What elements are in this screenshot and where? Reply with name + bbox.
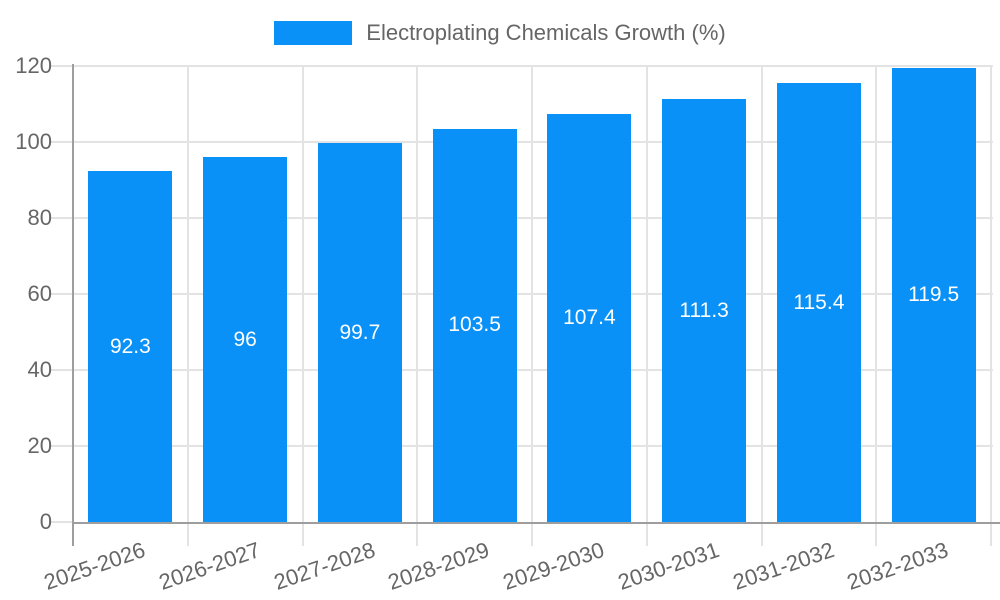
- x-grid-line: [645, 66, 648, 522]
- bar-value-label: 119.5: [908, 282, 960, 306]
- legend-swatch: [274, 21, 353, 45]
- y-grid-line: [73, 369, 993, 371]
- legend-label: Electroplating Chemicals Growth (%): [366, 20, 726, 45]
- y-tick-label: 100: [15, 129, 52, 154]
- x-tick-label: 2030-2031: [614, 537, 723, 595]
- bar[interactable]: [203, 157, 288, 522]
- x-tick-label: 2026-2027: [155, 537, 264, 595]
- bar-value-label: 111.3: [679, 298, 729, 322]
- legend[interactable]: Electroplating Chemicals Growth (%): [0, 16, 1000, 50]
- bar-value-label: 115.4: [793, 290, 845, 314]
- y-grid-line: [73, 445, 993, 447]
- y-tick-label: 80: [27, 205, 52, 230]
- x-grid-line: [875, 66, 878, 522]
- x-axis-tick: [531, 522, 533, 546]
- x-axis-tick: [645, 522, 648, 546]
- x-grid-line: [760, 66, 763, 522]
- x-axis-line: [72, 522, 1000, 524]
- bar-value-label: 92.3: [109, 334, 151, 358]
- y-tick-label: 40: [27, 357, 52, 382]
- y-tick-label: 20: [27, 433, 52, 458]
- x-grid-line: [301, 66, 304, 522]
- y-axis-line: [72, 64, 74, 544]
- bar[interactable]: [432, 128, 517, 522]
- x-axis-tick: [760, 522, 763, 546]
- x-tick-label: 2031-2032: [729, 537, 838, 595]
- y-grid-line: [73, 293, 993, 295]
- bar-value-label: 107.4: [563, 305, 616, 329]
- bar-value-label: 103.5: [448, 313, 501, 337]
- y-axis-tick: [49, 217, 73, 219]
- y-tick-label: 60: [27, 281, 52, 306]
- y-grid-line: [73, 141, 993, 143]
- x-tick-label: 2027-2028: [270, 537, 379, 595]
- y-tick-label: 120: [15, 53, 52, 78]
- y-grid-line: [73, 65, 993, 67]
- y-axis-tick: [49, 293, 73, 295]
- x-axis-tick: [301, 522, 304, 546]
- y-axis-tick: [49, 141, 73, 143]
- x-tick-label: 2029-2030: [499, 537, 608, 595]
- x-axis-tick: [990, 522, 992, 546]
- bar[interactable]: [891, 67, 976, 522]
- x-grid-line: [990, 66, 992, 522]
- bar[interactable]: [547, 113, 632, 522]
- y-grid-line: [73, 217, 993, 219]
- x-axis-tick: [875, 522, 878, 546]
- bar[interactable]: [317, 143, 402, 522]
- bar-value-label: 96: [233, 327, 257, 351]
- bar[interactable]: [662, 99, 747, 522]
- bar[interactable]: [776, 83, 861, 522]
- x-tick-label: 2032-2033: [844, 537, 952, 595]
- y-axis-tick: [49, 65, 73, 67]
- x-axis-tick: [416, 522, 419, 546]
- x-grid-line: [531, 66, 533, 522]
- x-axis-tick: [186, 522, 189, 546]
- y-axis-tick: [49, 445, 73, 447]
- bar-value-label: 99.7: [339, 320, 381, 344]
- y-axis-tick: [49, 369, 73, 371]
- x-grid-line: [416, 66, 419, 522]
- y-axis-tick: [49, 521, 73, 523]
- x-tick-label: 2028-2029: [385, 537, 493, 595]
- bar[interactable]: [88, 171, 173, 522]
- y-tick-label: 0: [39, 509, 52, 534]
- x-grid-line: [186, 66, 189, 522]
- x-tick-label: 2025-2026: [40, 537, 149, 595]
